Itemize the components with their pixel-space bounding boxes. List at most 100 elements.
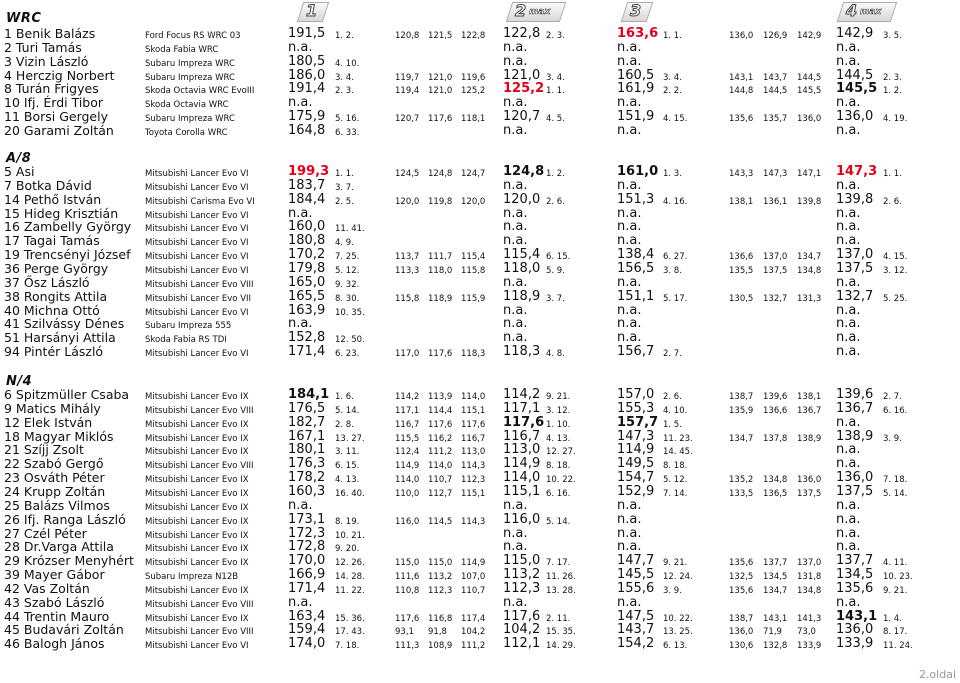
stage-3-best: 156,7 bbox=[617, 344, 655, 360]
stage-4-position: 2. 7. bbox=[883, 392, 902, 402]
table-row: 5 Asi Mitsubishi Lancer Evo VI 199,3 1. 1. 1… bbox=[0, 165, 960, 180]
stage-4-position: 1. 1. bbox=[883, 169, 902, 179]
stage-1-run: 110,0 bbox=[395, 488, 420, 499]
table-row: 20 Garami Zoltán Toyota Corolla WRC 164,8 6… bbox=[0, 123, 960, 138]
driver-name: 29 Krózser Menyhért bbox=[4, 553, 134, 569]
table-row: 10 Ifj. Érdi Tibor Skoda Octavia WRC n.a. n… bbox=[0, 96, 960, 111]
stage-4-position: 4. 15. bbox=[883, 252, 908, 263]
stage-4-best: 136,7 bbox=[836, 400, 874, 416]
stage-1-position: 16. 40. bbox=[335, 488, 365, 499]
stage-4-position: 6. 16. bbox=[883, 405, 908, 416]
stage-3-run: 139,6 bbox=[763, 392, 788, 402]
stage-2-best: 121,0 bbox=[503, 67, 541, 83]
stage-3-run: 71,9 bbox=[763, 627, 782, 638]
table-row: 1 Benik Balázs Ford Focus RS WRC 03 191,5 1… bbox=[0, 26, 960, 42]
stage-1-position: 3. 4. bbox=[335, 72, 354, 83]
stage-3-best: 151,3 bbox=[617, 191, 655, 207]
stage-4-position: 3. 12. bbox=[883, 265, 908, 276]
stage-1-best: 171,4 bbox=[288, 344, 326, 360]
stage-1-run: 118,1 bbox=[461, 114, 486, 125]
stage-2-best: n.a. bbox=[503, 302, 528, 318]
stage-2-position: 15. 35. bbox=[546, 627, 576, 638]
stage-3-best: n.a. bbox=[617, 177, 642, 193]
stage-4-best: 138,9 bbox=[836, 428, 874, 444]
stage-2-best: n.a. bbox=[503, 274, 528, 290]
stage-3-run: 73,0 bbox=[797, 627, 816, 638]
stage-3-run: 145,5 bbox=[797, 86, 822, 97]
stage-3-best: 147,3 bbox=[617, 428, 655, 444]
car-model: Mitsubishi Lancer Evo VI bbox=[145, 169, 249, 179]
stage-1-position: 1. 6. bbox=[335, 392, 354, 402]
stage-1-run: 121,0 bbox=[428, 72, 453, 83]
stage-1-run: 115,1 bbox=[461, 488, 486, 499]
table-row: 12 Elek István Mitsubishi Lancer Evo IX 18… bbox=[0, 415, 960, 430]
stage-3-position: 3. 8. bbox=[663, 265, 682, 276]
driver-name: 27 Czél Péter bbox=[4, 525, 87, 541]
stage-4-position: 4. 19. bbox=[883, 114, 908, 125]
driver-name: 25 Balázs Vilmos bbox=[4, 497, 110, 513]
stage-1-run: 114,0 bbox=[461, 392, 486, 402]
stage-1-run: 111,7 bbox=[428, 252, 453, 263]
car-model: Ford Focus RS WRC 03 bbox=[145, 31, 241, 41]
stage-1-position: 1. 2. bbox=[335, 31, 354, 41]
stage-1-run: 110,7 bbox=[428, 475, 453, 486]
table-row: 23 Osváth Péter Mitsubishi Lancer Evo IX 1… bbox=[0, 471, 960, 486]
stage-1-position: 10. 21. bbox=[335, 530, 365, 541]
table-row: 29 Krózser Menyhért Mitsubishi Lancer Evo… bbox=[0, 553, 960, 569]
stage-3-run: 135,6 bbox=[729, 558, 754, 569]
stage-3-run: 144,8 bbox=[729, 86, 754, 97]
stage-3-position: 1. 1. bbox=[663, 31, 682, 41]
stage-3-run: 130,6 bbox=[729, 641, 754, 652]
stage-4-position: 5. 25. bbox=[883, 293, 908, 304]
stage-2-best: n.a. bbox=[503, 219, 528, 235]
stage-1-run: 93,1 bbox=[395, 627, 414, 638]
stage-2-best: n.a. bbox=[503, 53, 528, 69]
stage-1-run: 114,5 bbox=[428, 516, 453, 527]
stage-3-position: 2. 6. bbox=[663, 392, 682, 402]
stage-4-badge: 4 max bbox=[836, 1, 898, 22]
stage-3-best: 154,2 bbox=[617, 636, 655, 652]
driver-name: 11 Borsi Gergely bbox=[4, 109, 108, 125]
stage-4-best: n.a. bbox=[836, 274, 861, 290]
stage-2-position: 1. 1. bbox=[546, 86, 565, 97]
stage-1-best: 191,5 bbox=[288, 26, 326, 41]
stage-4-position: 10. 23. bbox=[883, 572, 913, 583]
car-model: Mitsubishi Lancer Evo VIII bbox=[145, 461, 254, 472]
stage-1-position: 4. 13. bbox=[335, 475, 360, 486]
stage-3-run: 136,0 bbox=[797, 475, 822, 486]
stage-3-best: n.a. bbox=[617, 330, 642, 346]
stage-2-position: 2. 6. bbox=[546, 196, 565, 207]
car-model: Mitsubishi Lancer Evo VI bbox=[145, 224, 249, 235]
car-model: Mitsubishi Lancer Evo VIII bbox=[145, 599, 254, 610]
stage-1-run: 114,0 bbox=[395, 475, 420, 486]
stage-1-run: 116,0 bbox=[395, 516, 420, 527]
table-row: 46 Balogh János Mitsubishi Lancer Evo VI 1… bbox=[0, 636, 960, 652]
stage-1-run: 120,8 bbox=[395, 31, 420, 41]
stage-1-run: 107,0 bbox=[461, 572, 486, 583]
stage-4-position: 9. 21. bbox=[883, 585, 908, 596]
stage-3-run: 142,9 bbox=[797, 31, 822, 41]
stage-2-position: 4. 5. bbox=[546, 114, 565, 125]
car-model: Mitsubishi Lancer Evo IX bbox=[145, 558, 249, 569]
stage-1-run: 114,2 bbox=[395, 392, 420, 402]
table-row: 4 Herczig Norbert Subaru Impreza WRC 186,0… bbox=[0, 67, 960, 83]
car-model: Mitsubishi Lancer Evo IX bbox=[145, 433, 249, 444]
stage-3-best: 149,5 bbox=[617, 456, 655, 472]
stage-4-best: n.a. bbox=[836, 525, 861, 541]
stage-2-best: 120,7 bbox=[503, 109, 541, 125]
stage-3-run: 131,3 bbox=[797, 293, 822, 304]
stage-2-position: 4. 8. bbox=[546, 349, 565, 360]
stage-1-best: 174,0 bbox=[288, 636, 326, 652]
stage-1-run: 112,7 bbox=[428, 488, 453, 499]
stage-3-best: n.a. bbox=[617, 511, 642, 527]
table-row: 18 Magyar Miklós Mitsubishi Lancer Evo IX… bbox=[0, 428, 960, 444]
table-row: 9 Matics Mihály Mitsubishi Lancer Evo VII… bbox=[0, 400, 960, 416]
stage-1-best: 180,1 bbox=[288, 442, 326, 458]
stage-3-run: 147,1 bbox=[797, 169, 822, 179]
stage-4-position: 2. 6. bbox=[883, 196, 902, 207]
stage-2-position: 2. 11. bbox=[546, 613, 571, 624]
stage-3-run: 139,8 bbox=[797, 196, 822, 207]
stage-1-best: n.a. bbox=[288, 205, 313, 221]
stage-2-position: 2. 3. bbox=[546, 31, 565, 41]
stage-1-run: 117,4 bbox=[461, 613, 486, 624]
